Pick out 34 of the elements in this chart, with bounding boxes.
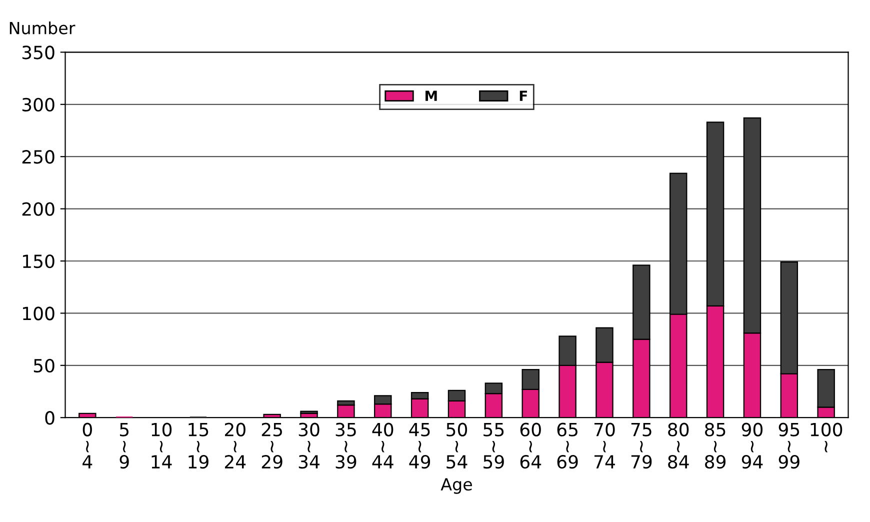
y-tick-label: 350: [22, 46, 54, 60]
y-tick-label: 250: [22, 150, 54, 164]
x-tick-label: 70 ≀ 74: [594, 422, 615, 468]
x-tick-label: 25 ≀ 29: [262, 422, 282, 469]
x-axis-title: Age: [440, 478, 472, 494]
y-tick-label: 300: [22, 98, 54, 112]
x-tick-label: 0 ≀ 4: [82, 422, 92, 468]
legend-label: M: [426, 90, 437, 101]
x-tick-label: 95 ≀ 99: [778, 422, 800, 469]
x-tick-label: 5 ≀ 9: [120, 423, 129, 469]
x-tick-label: 20 ≀ 24: [224, 422, 246, 468]
x-tick-label: 45 ≀ 49: [409, 423, 430, 469]
y-tick-label: 100: [23, 306, 54, 320]
x-tick-label: 30 ≀ 34: [298, 422, 320, 469]
x-tick-label: 10 ≀ 14: [152, 422, 172, 468]
x-tick-label: 80 ≀ 84: [668, 422, 689, 469]
y-tick-label: 0: [45, 411, 54, 425]
y-axis-title: Number: [10, 21, 76, 34]
x-tick-label: 60 ≀ 64: [520, 422, 542, 469]
y-tick-label: 200: [22, 202, 54, 216]
x-tick-label: 100 ≀: [810, 422, 842, 452]
y-tick-label: 150: [23, 254, 54, 268]
x-tick-label: 65 ≀ 69: [557, 422, 578, 469]
x-tick-label: 75 ≀ 79: [631, 423, 652, 469]
x-tick-label: 40 ≀ 44: [372, 422, 394, 468]
x-tick-label: 50 ≀ 54: [446, 422, 468, 469]
x-tick-label: 35 ≀ 39: [336, 422, 356, 469]
x-tick-label: 85 ≀ 89: [705, 422, 726, 469]
x-tick-label: 55 ≀ 59: [484, 423, 504, 469]
x-tick-label: 90 ≀ 94: [742, 422, 763, 469]
x-tick-label: 15 ≀ 19: [188, 423, 208, 469]
legend-label: F: [520, 90, 527, 101]
y-tick-label: 50: [34, 358, 54, 373]
bar: [300, 410, 318, 414]
